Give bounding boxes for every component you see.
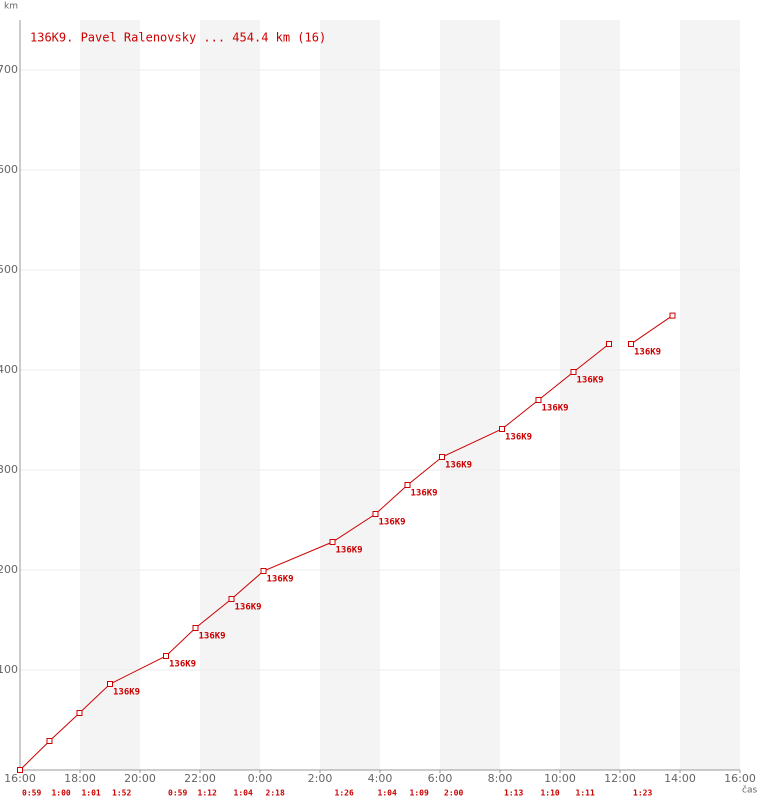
point-label: 136K9 bbox=[505, 433, 532, 443]
y-tick-label: 400 bbox=[0, 363, 18, 376]
x-tick-label: 18:00 bbox=[64, 772, 96, 785]
y-tick-label: 700 bbox=[0, 63, 18, 76]
point-label: 136K9 bbox=[235, 603, 262, 613]
duration-label: 1:52 bbox=[112, 789, 131, 798]
point-marker bbox=[439, 454, 446, 460]
point-label: 136K9 bbox=[199, 632, 226, 642]
duration-label: 1:10 bbox=[540, 789, 559, 798]
duration-label: 2:18 bbox=[266, 789, 285, 798]
y-axis-label: km bbox=[4, 2, 18, 12]
x-tick-label: 0:00 bbox=[248, 772, 273, 785]
duration-label: 1:01 bbox=[81, 789, 100, 798]
point-label: 136K9 bbox=[379, 518, 406, 528]
y-tick-label: 100 bbox=[0, 663, 18, 676]
y-tick-label: 200 bbox=[0, 563, 18, 576]
point-marker bbox=[329, 539, 336, 545]
duration-label: 1:11 bbox=[576, 789, 595, 798]
point-marker bbox=[163, 653, 170, 659]
duration-label: 1:04 bbox=[234, 789, 253, 798]
x-tick-label: 12:00 bbox=[604, 772, 636, 785]
duration-label: 1:12 bbox=[198, 789, 217, 798]
x-tick-label: 22:00 bbox=[184, 772, 216, 785]
duration-label: 0:59 bbox=[22, 789, 41, 798]
band bbox=[80, 20, 140, 770]
point-marker bbox=[76, 710, 83, 716]
x-tick-label: 10:00 bbox=[544, 772, 576, 785]
x-tick-label: 16:00 bbox=[724, 772, 756, 785]
x-tick-label: 6:00 bbox=[428, 772, 453, 785]
y-tick-label: 600 bbox=[0, 163, 18, 176]
point-marker bbox=[669, 312, 676, 319]
point-label: 136K9 bbox=[445, 461, 472, 471]
band bbox=[560, 20, 620, 770]
point-marker bbox=[535, 397, 542, 403]
point-label: 136K9 bbox=[577, 376, 604, 386]
chart-title: 136K9. Pavel Ralenovsky ... 454.4 km (16… bbox=[30, 31, 326, 45]
x-axis-label: čas bbox=[742, 785, 757, 796]
x-tick-label: 4:00 bbox=[368, 772, 393, 785]
band bbox=[440, 20, 500, 770]
point-marker bbox=[46, 738, 53, 744]
duration-label: 1:13 bbox=[504, 789, 523, 798]
point-label: 136K9 bbox=[113, 688, 140, 698]
duration-label: 1:26 bbox=[335, 789, 354, 798]
point-marker bbox=[17, 767, 23, 773]
y-tick-label: 500 bbox=[0, 263, 18, 276]
x-tick-label: 20:00 bbox=[124, 772, 156, 785]
duration-label: 0:59 bbox=[168, 789, 187, 798]
duration-label: 2:00 bbox=[444, 789, 463, 798]
point-label: 136K9 bbox=[336, 546, 363, 556]
point-label: 136K9 bbox=[169, 660, 196, 670]
point-marker bbox=[372, 511, 379, 517]
x-tick-label: 8:00 bbox=[488, 772, 513, 785]
point-label: 136K9 bbox=[267, 575, 294, 585]
point-marker bbox=[260, 568, 267, 574]
point-marker bbox=[605, 341, 612, 347]
duration-label: 1:09 bbox=[410, 789, 429, 798]
series-line bbox=[19, 315, 673, 771]
duration-label: 1:00 bbox=[51, 789, 70, 798]
point-marker bbox=[228, 596, 235, 602]
x-tick-label: 16:00 bbox=[4, 772, 36, 785]
band bbox=[320, 20, 380, 770]
point-marker bbox=[192, 625, 199, 631]
duration-label: 1:23 bbox=[633, 789, 652, 798]
point-marker bbox=[107, 681, 113, 687]
x-tick-label: 14:00 bbox=[664, 772, 696, 785]
duration-label: 1:04 bbox=[378, 789, 397, 798]
point-marker bbox=[628, 341, 635, 347]
x-tick-label: 2:00 bbox=[308, 772, 333, 785]
point-label: 136K9 bbox=[634, 348, 661, 358]
point-marker bbox=[404, 482, 411, 488]
band bbox=[200, 20, 260, 770]
point-label: 136K9 bbox=[541, 404, 568, 414]
point-label: 136K9 bbox=[411, 489, 438, 499]
y-tick-label: 300 bbox=[0, 463, 18, 476]
point-marker bbox=[570, 369, 577, 375]
point-marker bbox=[499, 426, 506, 432]
band bbox=[680, 20, 740, 770]
